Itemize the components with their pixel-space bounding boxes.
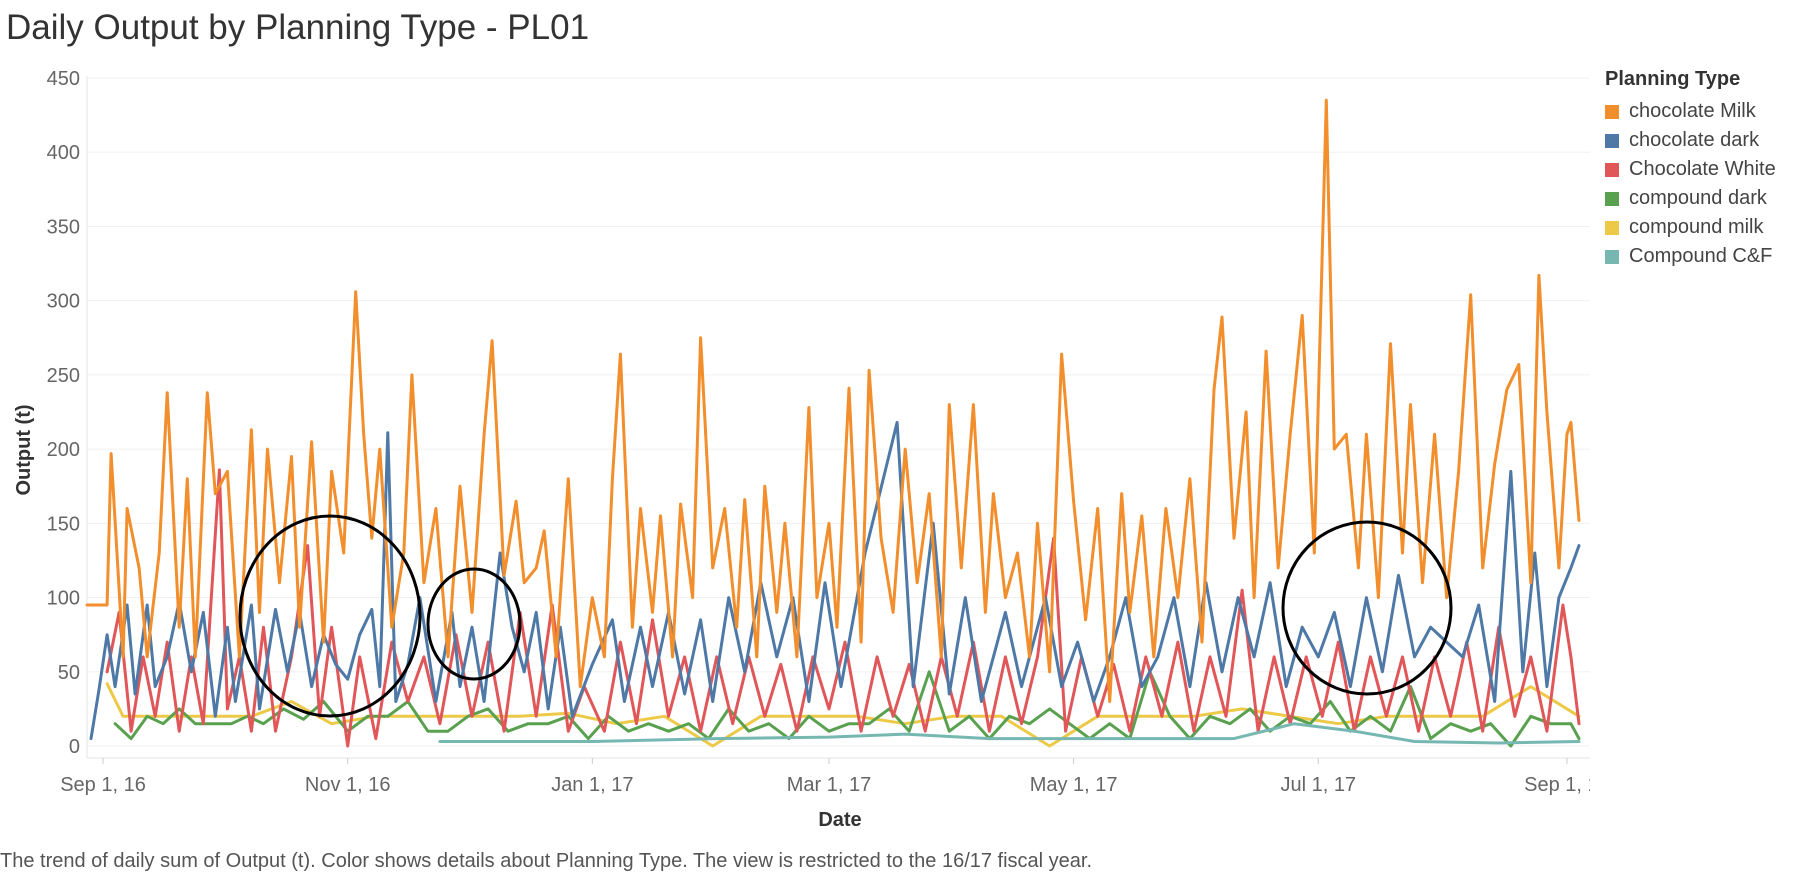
y-tick-label: 250 xyxy=(47,365,80,387)
y-tick-label: 50 xyxy=(58,662,80,684)
legend-swatch xyxy=(1605,133,1619,148)
legend-label: compound dark xyxy=(1629,187,1767,209)
y-tick-label: 100 xyxy=(47,588,80,610)
legend-title: Planning Type xyxy=(1605,68,1741,90)
annotation-circles xyxy=(238,514,1453,718)
y-axis-title: Output (t) xyxy=(13,404,35,495)
gridlines xyxy=(86,76,1590,759)
x-tick-label: Sep 1, 16 xyxy=(60,774,146,796)
y-axis-ticks: 0 50 100 150 200 250 300 350 400 450 xyxy=(47,68,80,758)
legend-label: Chocolate White xyxy=(1629,158,1776,180)
annotation-circle xyxy=(238,514,422,718)
chart-title: Daily Output by Planning Type - PL01 xyxy=(6,8,590,47)
legend-item[interactable]: chocolate dark xyxy=(1605,126,1795,155)
legend-item[interactable]: chocolate Milk xyxy=(1605,97,1795,126)
legend-label: chocolate Milk xyxy=(1629,100,1756,122)
x-tick-label: Mar 1, 17 xyxy=(787,774,871,796)
y-tick-label: 400 xyxy=(47,142,80,164)
legend-label: compound milk xyxy=(1629,216,1764,238)
line-chart: 0 50 100 150 200 250 300 350 400 450 Sep 1, 16 Nov… xyxy=(13,68,1590,831)
annotation-circle xyxy=(1281,520,1453,696)
series-line-compound-c-f xyxy=(438,722,1581,745)
x-tick-label: Jan 1, 17 xyxy=(551,774,633,796)
x-axis-title: Date xyxy=(818,809,861,831)
legend-swatch xyxy=(1605,249,1619,264)
x-tick-label: Sep 1, 17 xyxy=(1524,774,1590,796)
legend: Planning Type chocolate Milk chocolate da… xyxy=(1605,68,1795,271)
legend-swatch xyxy=(1605,104,1619,119)
legend-item[interactable]: compound dark xyxy=(1605,184,1795,213)
y-tick-label: 150 xyxy=(47,513,80,535)
x-axis-ticks: Sep 1, 16 Nov 1, 16 Jan 1, 17 Mar 1, 17 May … xyxy=(60,758,1590,796)
y-tick-label: 0 xyxy=(69,736,80,758)
series-lines xyxy=(85,98,1581,748)
annotation-circle xyxy=(426,567,522,681)
legend-swatch xyxy=(1605,191,1619,206)
x-tick-label: Jul 1, 17 xyxy=(1280,774,1356,796)
legend-swatch xyxy=(1605,162,1619,177)
series-line-chocolate-white xyxy=(105,468,1581,748)
legend-item[interactable]: Compound C&F xyxy=(1605,242,1795,271)
y-tick-label: 300 xyxy=(47,291,80,313)
legend-swatch xyxy=(1605,220,1619,235)
legend-item[interactable]: compound milk xyxy=(1605,213,1795,242)
legend-label: Compound C&F xyxy=(1629,245,1773,267)
chart-caption: The trend of daily sum of Output (t). Co… xyxy=(0,850,1093,872)
legend-item[interactable]: Chocolate White xyxy=(1605,155,1795,184)
series-line-chocolate-dark xyxy=(89,420,1581,741)
legend-items: chocolate Milk chocolate dark Chocolate Wh… xyxy=(1605,97,1795,271)
y-tick-label: 450 xyxy=(47,68,80,90)
y-tick-label: 350 xyxy=(47,216,80,238)
x-tick-label: Nov 1, 16 xyxy=(305,774,391,796)
y-tick-label: 200 xyxy=(47,439,80,461)
series-line-chocolate-milk xyxy=(85,98,1581,703)
x-tick-label: May 1, 17 xyxy=(1030,774,1118,796)
legend-label: chocolate dark xyxy=(1629,129,1760,151)
